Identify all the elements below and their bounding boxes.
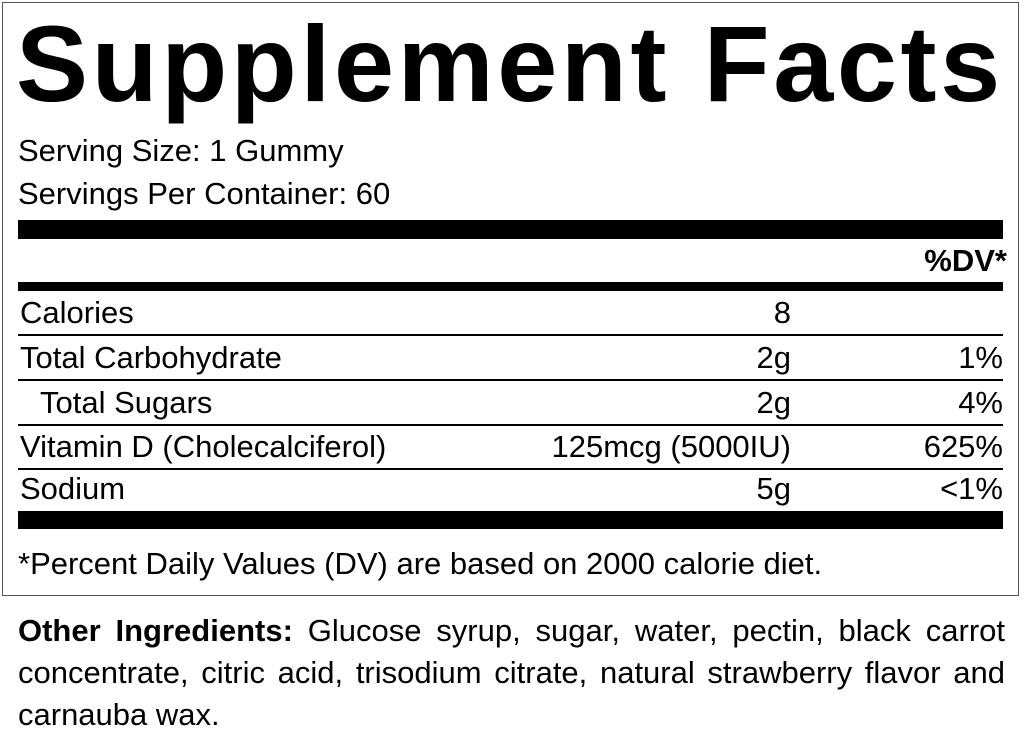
other-ingredients: Other Ingredients: Glucose syrup, sugar,…: [18, 610, 1005, 736]
nutrient-name: Total Sugars: [40, 385, 213, 420]
row-divider: [18, 379, 1003, 381]
row-divider: [18, 468, 1003, 470]
nutrient-row: Total Carbohydrate 2g 1%: [18, 336, 1003, 380]
medium-divider: [18, 282, 1003, 291]
row-divider: [18, 334, 1003, 336]
nutrient-row: Vitamin D (Cholecalciferol) 125mcg (5000…: [18, 425, 1003, 469]
panel-title: Supplement Facts: [16, 3, 1004, 124]
nutrient-row: Total Sugars 2g 4%: [18, 381, 1003, 425]
footnote: *Percent Daily Values (DV) are based on …: [18, 546, 823, 581]
nutrient-amount: 2g: [756, 385, 791, 420]
nutrient-name: Calories: [20, 295, 134, 330]
nutrient-amount: 2g: [756, 340, 791, 375]
nutrient-amount: 5g: [756, 471, 791, 506]
supplement-facts-panel: [2, 2, 1019, 596]
nutrient-row: Sodium 5g <1%: [18, 467, 1003, 511]
nutrient-amount: 8: [773, 295, 791, 330]
nutrient-amount: 125mcg (5000IU): [551, 429, 791, 464]
nutrient-dv: 625%: [923, 429, 1003, 464]
nutrient-name: Total Carbohydrate: [20, 340, 282, 375]
thick-divider: [18, 511, 1003, 529]
serving-size: Serving Size: 1 Gummy: [18, 133, 344, 168]
nutrient-dv: 4%: [958, 385, 1003, 420]
nutrient-name: Sodium: [20, 471, 126, 506]
ingredients-text: Glucose syrup, sugar, water, pectin, bla…: [18, 613, 1005, 732]
servings-per-container: Servings Per Container: 60: [18, 176, 391, 211]
thick-divider: [18, 220, 1003, 239]
row-divider: [18, 424, 1003, 426]
nutrient-dv: <1%: [940, 471, 1003, 506]
nutrient-dv: 1%: [958, 340, 1003, 375]
dv-header: %DV*: [924, 243, 1007, 278]
ingredients-label: Other Ingredients:: [18, 613, 293, 648]
nutrient-row: Calories 8: [18, 291, 1003, 335]
nutrient-name: Vitamin D (Cholecalciferol): [20, 429, 387, 464]
